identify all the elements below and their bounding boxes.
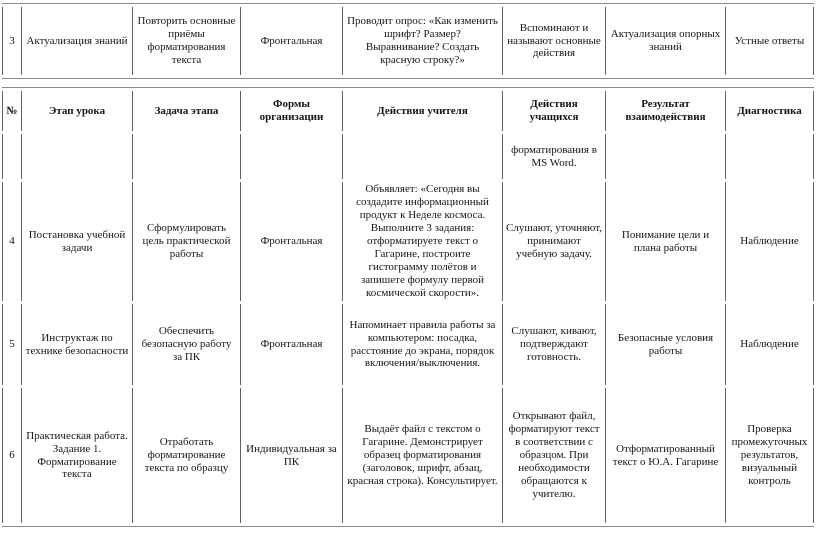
table-cell: Актуализация опорных знаний	[605, 7, 725, 75]
table-cell: Индивидуальная за ПК	[240, 388, 342, 523]
table-cell	[240, 134, 342, 179]
table-cell: Инструктаж по технике безопасности	[21, 304, 132, 385]
table-cell: Устные ответы	[725, 7, 814, 75]
table-cell	[725, 134, 814, 179]
table-row: 6 Практическая работа. Задание 1. Формати…	[2, 388, 814, 523]
table-cell: Фронтальная	[240, 7, 342, 75]
table-row: 4 Постановка учебной задачи Сформулировать…	[2, 182, 814, 301]
table-cell: Открывают файл, форматируют текст в соот…	[502, 388, 605, 523]
table-cell: Сформулировать цель практической работы	[132, 182, 240, 301]
table-cell: Фронтальная	[240, 304, 342, 385]
table-cell: Слушают, кивают, подтверждают готовность…	[502, 304, 605, 385]
table-cell	[21, 134, 132, 179]
header-row: № Этап урока Задача этапа Формы организации…	[2, 91, 814, 131]
table-cell: форматирования в MS Word.	[502, 134, 605, 179]
table-cell: Наблюдение	[725, 182, 814, 301]
table-cell: Актуализация знаний	[21, 7, 132, 75]
table-row: 5 Инструктаж по технике безопасности Обесп…	[2, 304, 814, 385]
table-cell: Отработать форматирование текста по обра…	[132, 388, 240, 523]
table-cell: Понимание цели и плана работы	[605, 182, 725, 301]
table-cell: Слушают, уточняют, принимают учебную зад…	[502, 182, 605, 301]
column-header: Действия учащихся	[502, 91, 605, 131]
lesson-plan-table-continuation: 3 Актуализация знаний Повторить основные п…	[2, 3, 814, 79]
table-row: 3 Актуализация знаний Повторить основные п…	[2, 7, 814, 75]
table-cell	[605, 134, 725, 179]
column-header: Задача этапа	[132, 91, 240, 131]
table-cell: 4	[2, 182, 21, 301]
table-cell	[132, 134, 240, 179]
table-cell: 3	[2, 7, 21, 75]
table-cell	[342, 134, 502, 179]
column-header: Результат взаимодействия	[605, 91, 725, 131]
table-cell: Безопасные условия работы	[605, 304, 725, 385]
table-cell: Выдаёт файл с текстом о Гагарине. Демонс…	[342, 388, 502, 523]
table-cell: Объявляет: «Сегодня вы создадите информа…	[342, 182, 502, 301]
table-cell: 5	[2, 304, 21, 385]
table-cell: Фронтальная	[240, 182, 342, 301]
table-cell: 6	[2, 388, 21, 523]
table-cell: Отформатированный текст о Ю.А. Гагарине	[605, 388, 725, 523]
lesson-plan-table: № Этап урока Задача этапа Формы организации…	[2, 87, 814, 527]
table-cell: Обеспечить безопасную работу за ПК	[132, 304, 240, 385]
column-header: Формы организации	[240, 91, 342, 131]
table-cell: Повторить основные приёмы форматирования…	[132, 7, 240, 75]
table-cell: Вспоминают и называют основные действия	[502, 7, 605, 75]
column-header: Действия учителя	[342, 91, 502, 131]
table-cell: Практическая работа. Задание 1. Форматир…	[21, 388, 132, 523]
table-cell: Постановка учебной задачи	[21, 182, 132, 301]
column-header: Диагностика	[725, 91, 814, 131]
table-row: форматирования в MS Word.	[2, 134, 814, 179]
column-header: №	[2, 91, 21, 131]
table-cell: Напоминает правила работы за компьютером…	[342, 304, 502, 385]
table-cell: Проверка промежуточных результатов, визу…	[725, 388, 814, 523]
table-cell: Проводит опрос: «Как изменить шрифт? Раз…	[342, 7, 502, 75]
table-cell	[2, 134, 21, 179]
table-cell: Наблюдение	[725, 304, 814, 385]
column-header: Этап урока	[21, 91, 132, 131]
